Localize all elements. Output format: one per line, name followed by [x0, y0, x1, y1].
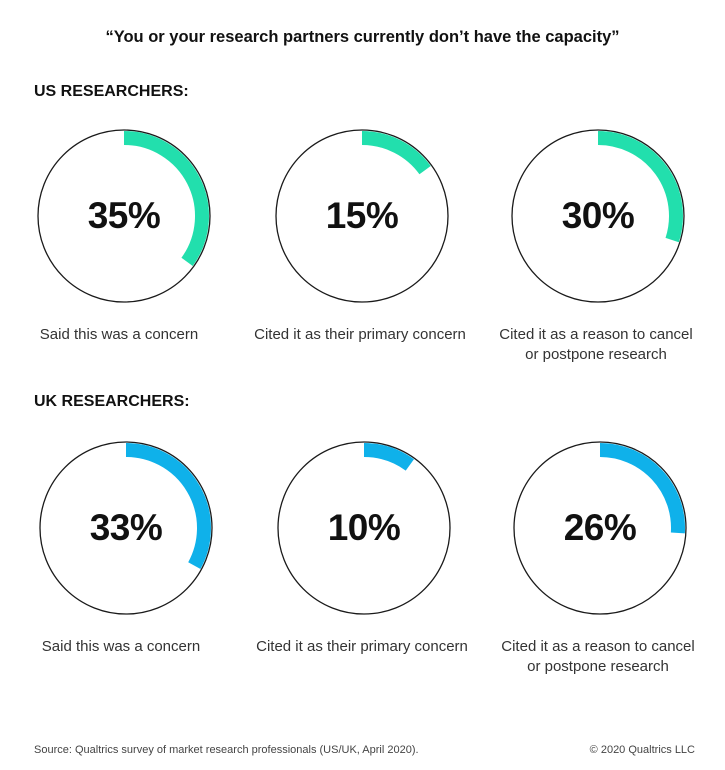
donut-ring-us-concern: [37, 129, 211, 303]
donut-us-concern-svg: [37, 129, 211, 303]
donut-us-concern: 35%: [36, 128, 212, 304]
donut-arc-uk-primary: [363, 443, 414, 471]
copyright: © 2020 Qualtrics LLC: [589, 744, 695, 756]
donut-uk-cancel: 26%: [512, 440, 688, 616]
donut-uk-concern: 33%: [38, 440, 214, 616]
section-heading-us: US RESEARCHERS:: [34, 83, 189, 100]
donut-arc-us-concern: [123, 131, 209, 266]
section-heading-uk: UK RESEARCHERS:: [34, 393, 190, 410]
donut-ring-uk-cancel: [513, 441, 687, 615]
donut-label-us-cancel: 30%: [561, 195, 635, 236]
donut-arc-us-cancel: [597, 131, 683, 243]
donut-arc-uk-concern: [125, 443, 211, 569]
caption-uk-concern: Said this was a concern: [41, 638, 201, 655]
donut-ring-us-cancel: [511, 129, 685, 303]
caption-us-concern: Said this was a concern: [39, 326, 199, 343]
donut-ring-us-primary: [275, 129, 449, 303]
donut-us-cancel: 30%: [510, 128, 686, 304]
donut-label-uk-concern: 33%: [89, 507, 163, 548]
caption-us-cancel: Cited it as a reason to cancel or postpo…: [499, 326, 693, 363]
donut-us-primary-svg: [275, 129, 449, 303]
donut-label-uk-primary: 10%: [327, 507, 401, 548]
donut-uk-cancel-svg: [513, 441, 687, 615]
donut-arc-uk-cancel: [599, 443, 685, 534]
caption-uk-cancel: Cited it as a reason to cancel or postpo…: [501, 638, 695, 675]
donut-label-us-concern: 35%: [87, 195, 161, 236]
caption-uk-primary: Cited it as their primary concern: [256, 638, 468, 655]
donut-us-cancel-svg: [511, 129, 685, 303]
donut-ring-uk-concern: [39, 441, 213, 615]
source-note: Source: Qualtrics survey of market resea…: [34, 744, 419, 756]
donut-uk-concern-svg: [39, 441, 213, 615]
donut-ring-uk-primary: [277, 441, 451, 615]
donut-uk-primary-svg: [277, 441, 451, 615]
chart-title: “You or your research partners currently…: [105, 28, 620, 46]
caption-us-primary: Cited it as their primary concern: [254, 326, 466, 343]
donut-uk-primary: 10%: [276, 440, 452, 616]
donut-us-primary: 15%: [274, 128, 450, 304]
donut-arc-us-primary: [361, 131, 431, 175]
donut-label-us-primary: 15%: [325, 195, 399, 236]
donut-label-uk-cancel: 26%: [563, 507, 637, 548]
